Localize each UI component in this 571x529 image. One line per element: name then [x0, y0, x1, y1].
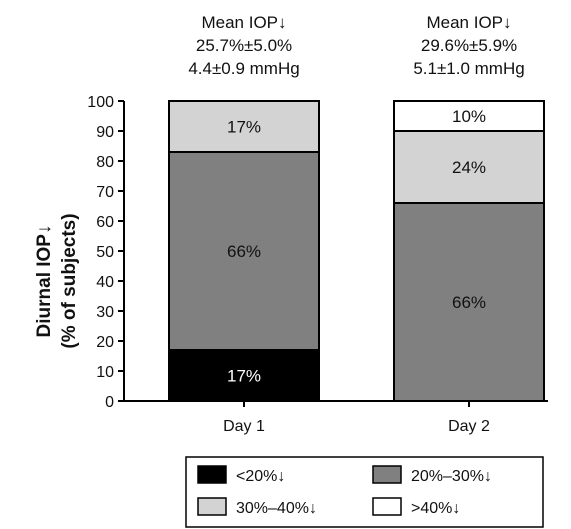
bar-segment — [393, 100, 545, 132]
bar-segment-label: 66% — [452, 293, 486, 312]
legend-label: <20%↓ — [236, 468, 285, 485]
legend-label: 20%–30%↓ — [411, 468, 492, 485]
y-tick-label: 0 — [105, 394, 114, 411]
bars: 17% 66% 17% 66% 24% 10% — [168, 100, 545, 402]
bar-annotation-line: Mean IOP↓ — [426, 13, 511, 32]
y-tick-label: 10 — [96, 364, 114, 381]
x-tick-label: Day 1 — [223, 418, 265, 435]
bar-annotation-line: 5.1±1.0 mmHg — [413, 59, 524, 78]
y-tick-label: 70 — [96, 184, 114, 201]
bar-segment-label: 66% — [227, 242, 261, 261]
y-tick-label: 30 — [96, 304, 114, 321]
legend-label: 30%–40%↓ — [236, 500, 317, 517]
x-axis: Day 1 Day 2 — [124, 400, 548, 435]
legend-label: >40%↓ — [411, 500, 460, 517]
x-tick-label: Day 2 — [448, 418, 490, 435]
bar-segment — [168, 151, 320, 351]
y-tick-label: 60 — [96, 214, 114, 231]
bar-segment-label: 24% — [452, 158, 486, 177]
bar-annotation-line: 29.6%±5.9% — [421, 36, 517, 55]
legend: <20%↓ 20%–30%↓ 30%–40%↓ >40%↓ — [185, 456, 544, 528]
y-axis: 0 10 20 30 40 50 60 70 80 90 100 — [87, 94, 125, 411]
legend-swatch — [197, 497, 227, 516]
y-tick-label: 90 — [96, 124, 114, 141]
y-tick-label: 80 — [96, 154, 114, 171]
bar-segment-label: 17% — [227, 118, 261, 137]
y-tick-label: 20 — [96, 334, 114, 351]
y-axis-label: Diurnal IOP↓ (% of subjects) — [34, 213, 80, 348]
bar-annotation-line: 4.4±0.9 mmHg — [188, 59, 299, 78]
bar-segment — [393, 130, 545, 204]
bar-segment — [168, 349, 320, 402]
legend-box — [185, 456, 544, 528]
y-tick-label: 40 — [96, 274, 114, 291]
bar-segment-label: 10% — [452, 107, 486, 126]
y-tick-label: 50 — [96, 244, 114, 261]
bar-segment — [168, 100, 320, 153]
bar-segment — [393, 202, 545, 402]
legend-swatch — [197, 465, 227, 484]
y-axis-label-line-2: (% of subjects) — [59, 213, 80, 348]
bar-segment-label: 17% — [227, 367, 261, 386]
bar-annotation-line: 25.7%±5.0% — [196, 36, 292, 55]
bar-annotations: Mean IOP↓ 25.7%±5.0% 4.4±0.9 mmHg Mean IOP↓… — [188, 13, 524, 78]
y-tick-label: 100 — [87, 94, 114, 111]
bar-annotation-line: Mean IOP↓ — [201, 13, 286, 32]
y-axis-label-line-1: Diurnal IOP↓ — [34, 225, 55, 338]
legend-swatch — [372, 497, 402, 516]
legend-swatch — [372, 465, 402, 484]
